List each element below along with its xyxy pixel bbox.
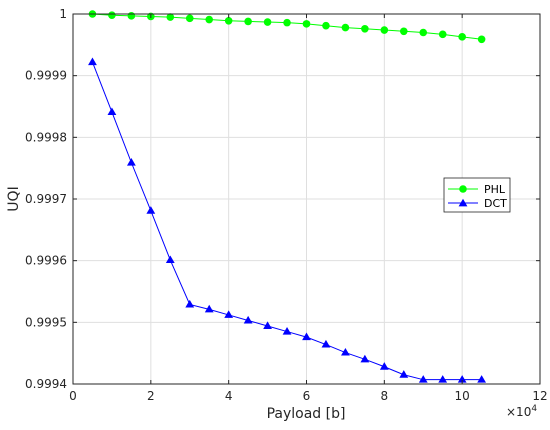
data-point-phl [361,25,369,33]
data-point-dct [224,310,234,318]
y-tick-label: 0.9995 [25,315,67,329]
data-point-phl [244,17,252,26]
data-point-phl [127,12,136,20]
legend-phl-label: PHL [484,183,506,196]
x-exponent: ×104 [506,404,537,419]
data-point-dct [204,304,214,313]
x-tick-label: 4 [225,389,233,403]
y-tick-label: 0.9997 [25,192,67,206]
data-point-phl [477,35,486,44]
series-dct [88,57,487,383]
x-axis-label: Payload [b] [267,406,346,422]
x-tick-label: 12 [532,389,547,403]
x-exponent-power: 4 [531,404,537,414]
x-tick-label: 6 [303,389,311,403]
x-tick-label: 10 [455,389,470,403]
legend-phl-marker [459,185,467,193]
series-phl [88,10,486,44]
data-point-phl [224,16,233,25]
ticks [72,13,541,385]
data-point-dct [360,354,370,363]
y-tick-label: 0.9994 [25,377,67,391]
y-tick-label: 1 [59,7,67,21]
y-tick-label: 0.9999 [25,69,67,83]
data-point-phl [380,26,389,34]
y-axis-label: UQI [6,186,22,211]
data-point-phl [108,11,116,20]
x-tick-label: 8 [381,389,389,403]
data-point-dct [341,347,350,356]
data-point-phl [205,15,214,24]
data-point-dct [185,299,195,308]
data-point-dct [165,255,175,264]
data-point-phl [166,13,175,21]
data-point-dct [457,375,467,383]
legend-box [443,177,511,213]
data-point-dct [243,315,253,324]
data-point-phl [438,30,447,39]
data-point-phl [283,18,291,27]
data-point-phl [419,28,428,37]
data-point-phl [341,23,350,32]
tick-labels: 0 2 4 6 8 10 12 0.9994 0.9995 0.9996 0.9997 0.9998 0… [25,7,548,403]
data-point-dct [146,206,156,214]
data-point-phl [302,20,311,28]
data-point-phl [185,14,194,23]
data-point-dct [418,375,428,383]
x-tick-label: 0 [69,389,77,403]
data-point-phl [399,27,408,36]
data-point-dct [399,370,409,378]
data-point-phl [263,18,272,26]
data-point-dct [477,375,487,383]
x-tick-label: 2 [147,389,155,403]
y-tick-label: 0.9998 [25,130,67,144]
data-point-dct [88,57,97,66]
data-point-dct [321,339,331,348]
x-exponent-base: ×10 [506,405,531,419]
data-point-dct [438,375,448,383]
data-point-dct [379,362,389,370]
data-point-dct [107,107,117,116]
data-point-phl [458,33,466,41]
data-point-dct [263,321,272,330]
legend: PHL DCT [443,177,511,213]
data-point-dct [302,332,311,341]
data-point-dct [126,158,136,166]
legend-dct-marker [458,198,468,207]
y-tick-label: 0.9996 [25,254,67,268]
legend-dct-label: DCT [484,197,507,210]
series-layer [88,10,487,383]
data-point-dct [282,326,292,335]
data-point-phl [322,21,330,30]
